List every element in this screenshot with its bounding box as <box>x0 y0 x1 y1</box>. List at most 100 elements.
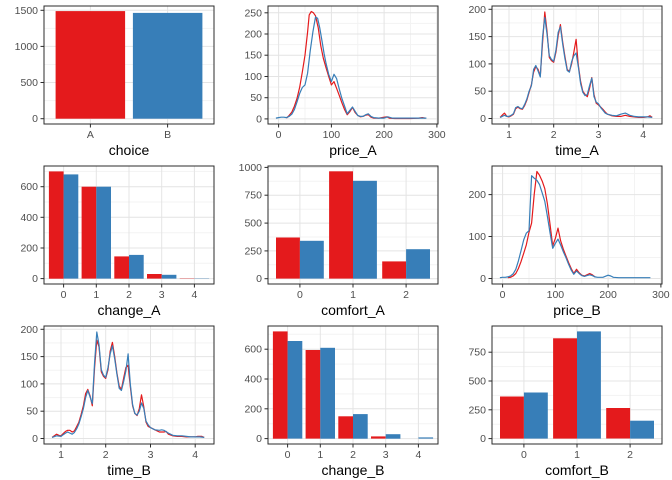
svg-text:0: 0 <box>32 273 38 285</box>
svg-text:1000: 1000 <box>15 41 39 53</box>
svg-text:200: 200 <box>375 129 393 141</box>
svg-text:200: 200 <box>468 189 486 201</box>
svg-text:200: 200 <box>20 243 38 255</box>
svg-text:600: 600 <box>20 181 38 193</box>
svg-text:50: 50 <box>26 406 38 418</box>
comfort-a-axis-title: comfort_A <box>321 302 385 318</box>
svg-text:100: 100 <box>468 58 486 70</box>
choice-bar-plot: 0 500 1000 1500 A B <box>15 5 215 141</box>
svg-text:0: 0 <box>256 433 262 445</box>
svg-text:0: 0 <box>500 289 506 301</box>
panel-price-b: 0 100 200 0 100 200 300 price_B <box>448 160 672 320</box>
svg-text:200: 200 <box>244 403 262 415</box>
panel-time-a: 0 50 100 150 200 1 2 3 4 time_A <box>448 0 672 160</box>
svg-text:400: 400 <box>244 374 262 386</box>
time-a-line-plot: 0 50 100 150 200 1 2 3 4 <box>468 4 663 141</box>
svg-text:3: 3 <box>159 289 165 301</box>
svg-text:500: 500 <box>244 218 262 230</box>
svg-text:150: 150 <box>468 31 486 43</box>
comfort-b-axis-title: comfort_B <box>545 462 609 478</box>
svg-text:1: 1 <box>58 449 64 461</box>
svg-text:200: 200 <box>20 324 38 336</box>
change-a-bar-plot: 0 200 400 600 0 1 2 3 4 <box>20 165 215 301</box>
svg-text:2: 2 <box>403 289 409 301</box>
svg-text:400: 400 <box>20 212 38 224</box>
svg-text:0: 0 <box>521 449 527 461</box>
svg-text:250: 250 <box>244 7 262 19</box>
svg-text:1500: 1500 <box>15 5 39 17</box>
svg-text:100: 100 <box>20 378 38 390</box>
panel-change-b: 0 200 400 600 0 1 2 3 4 change_B <box>224 320 448 480</box>
svg-text:4: 4 <box>640 129 646 141</box>
svg-text:0: 0 <box>480 273 486 285</box>
svg-text:0: 0 <box>297 289 303 301</box>
svg-text:1: 1 <box>350 289 356 301</box>
svg-text:A: A <box>87 129 94 141</box>
svg-text:200: 200 <box>244 29 262 41</box>
svg-text:1000: 1000 <box>239 162 263 174</box>
svg-text:100: 100 <box>547 289 565 301</box>
svg-text:3: 3 <box>383 449 389 461</box>
panel-choice: 0 500 1000 1500 A B choice <box>0 0 224 160</box>
svg-text:300: 300 <box>428 129 446 141</box>
choice-axis-title: choice <box>108 142 150 158</box>
panel-comfort-b: 0 250 500 750 0 1 2 comfort_B <box>448 320 672 480</box>
svg-text:1: 1 <box>574 449 580 461</box>
svg-text:1: 1 <box>93 289 99 301</box>
svg-text:300: 300 <box>652 289 670 301</box>
svg-text:50: 50 <box>474 86 486 98</box>
svg-text:200: 200 <box>599 289 617 301</box>
svg-text:600: 600 <box>244 344 262 356</box>
svg-text:2: 2 <box>126 289 132 301</box>
svg-text:150: 150 <box>20 351 38 363</box>
svg-text:0: 0 <box>256 273 262 285</box>
svg-text:2: 2 <box>350 449 356 461</box>
svg-text:250: 250 <box>468 404 486 416</box>
svg-text:2: 2 <box>627 449 633 461</box>
svg-text:0: 0 <box>480 113 486 125</box>
price-b-line-plot: 0 100 200 0 100 200 300 <box>468 165 670 301</box>
svg-text:3: 3 <box>596 129 602 141</box>
svg-text:750: 750 <box>468 347 486 359</box>
panel-time-b: 0 50 100 150 200 1 2 3 4 time_B <box>0 320 224 480</box>
panel-comfort-a: 0 250 500 750 1000 0 1 2 comfort_A <box>224 160 448 320</box>
svg-text:500: 500 <box>468 376 486 388</box>
svg-text:250: 250 <box>244 245 262 257</box>
svg-text:0: 0 <box>285 449 291 461</box>
svg-text:200: 200 <box>468 4 486 16</box>
comfort-a-bar-plot: 0 250 500 750 1000 0 1 2 <box>239 162 439 301</box>
svg-text:4: 4 <box>191 289 197 301</box>
svg-text:100: 100 <box>323 129 341 141</box>
comfort-b-bar-plot: 0 250 500 750 0 1 2 <box>468 325 663 461</box>
svg-text:0: 0 <box>480 433 486 445</box>
change-b-bar-plot: 0 200 400 600 0 1 2 3 4 <box>244 325 439 461</box>
svg-text:3: 3 <box>148 449 154 461</box>
price-a-line-plot: 0 50 100 150 200 250 0 100 200 300 <box>244 5 446 141</box>
change-b-axis-title: change_B <box>321 462 385 478</box>
svg-text:4: 4 <box>192 449 198 461</box>
time-b-line-plot: 0 50 100 150 200 1 2 3 4 <box>20 324 215 461</box>
panel-price-a: 0 50 100 150 200 250 0 100 200 300 price_A <box>224 0 448 160</box>
svg-text:500: 500 <box>20 77 38 89</box>
svg-text:100: 100 <box>468 231 486 243</box>
panel-change-a: 0 200 400 600 0 1 2 3 4 change_A <box>0 160 224 320</box>
svg-text:0: 0 <box>32 113 38 125</box>
svg-text:B: B <box>164 129 171 141</box>
price-b-axis-title: price_B <box>553 302 601 318</box>
price-a-axis-title: price_A <box>329 142 377 158</box>
svg-text:50: 50 <box>250 92 262 104</box>
svg-text:0: 0 <box>61 289 67 301</box>
svg-text:2: 2 <box>551 129 557 141</box>
svg-text:150: 150 <box>244 50 262 62</box>
svg-text:0: 0 <box>276 129 282 141</box>
time-b-axis-title: time_B <box>107 462 151 478</box>
svg-text:100: 100 <box>244 71 262 83</box>
svg-text:0: 0 <box>32 433 38 445</box>
svg-text:2: 2 <box>103 449 109 461</box>
svg-text:0: 0 <box>256 113 262 125</box>
svg-text:4: 4 <box>415 449 421 461</box>
svg-text:1: 1 <box>317 449 323 461</box>
svg-text:750: 750 <box>244 190 262 202</box>
time-a-axis-title: time_A <box>555 142 599 158</box>
change-a-axis-title: change_A <box>97 302 161 318</box>
